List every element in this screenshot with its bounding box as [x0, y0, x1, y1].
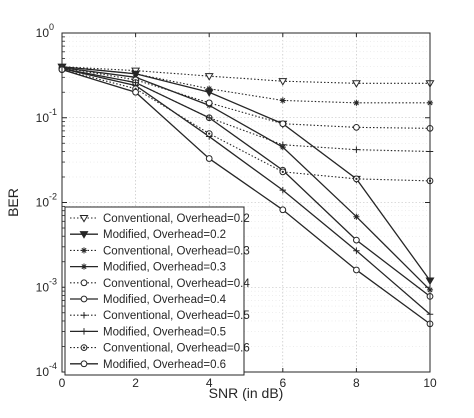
data-point-marker	[279, 206, 287, 214]
data-point-marker	[132, 88, 139, 96]
data-point-marker	[353, 99, 360, 106]
y-tick-exponent: -1	[49, 107, 57, 117]
legend-label: Modified, Overhead=0.6	[103, 359, 226, 371]
legend-entry: Modified, Overhead=0.5	[70, 326, 226, 338]
legend-entry: Modified, Overhead=0.2	[70, 229, 226, 241]
series-line	[61, 66, 430, 104]
series-9	[58, 66, 434, 185]
legend-box	[64, 206, 245, 376]
x-tick-label: 0	[59, 376, 66, 390]
x-axis-label: SNR (in dB)	[209, 385, 284, 401]
data-point-marker-dot	[208, 132, 211, 135]
y-tick-exponent: -2	[49, 192, 57, 202]
series-line	[61, 67, 431, 129]
legend-entry: Conventional, Overhead=0.2	[70, 213, 250, 225]
x-tick-label: 2	[132, 376, 139, 390]
data-point-marker	[279, 97, 286, 104]
y-tick-label: 10	[36, 196, 50, 210]
legend: Conventional, Overhead=0.2 Modified, Over…	[64, 206, 250, 376]
data-point-marker	[80, 360, 88, 368]
y-axis-label: BER	[5, 188, 21, 217]
x-tick-label: 10	[423, 376, 437, 390]
data-point-marker	[80, 295, 88, 303]
data-point-marker	[80, 279, 88, 287]
data-point-marker	[205, 114, 213, 121]
data-point-marker	[353, 213, 360, 220]
series-line	[61, 67, 431, 315]
series-line	[61, 66, 431, 281]
series-1	[57, 63, 435, 88]
data-point-marker	[204, 73, 214, 81]
legend-label: Modified, Overhead=0.2	[103, 229, 226, 241]
y-tick-label: 10	[36, 365, 50, 379]
data-point-marker	[279, 141, 287, 149]
data-point-marker	[79, 231, 89, 239]
x-tick-label: 4	[206, 376, 213, 390]
series-7	[58, 65, 434, 155]
data-point-marker	[353, 123, 360, 131]
legend-label: Conventional, Overhead=0.6	[103, 343, 250, 355]
series-10	[58, 66, 434, 328]
data-point-marker-dot	[281, 170, 284, 173]
data-point-marker	[279, 186, 287, 194]
legend-label: Conventional, Overhead=0.4	[103, 278, 250, 290]
legend-label: Modified, Overhead=0.4	[103, 294, 227, 306]
data-point-marker	[80, 247, 88, 254]
y-tick-exponent: -4	[49, 361, 57, 371]
data-point-marker	[79, 214, 89, 223]
series-line	[61, 68, 431, 325]
x-tick-label: 6	[279, 376, 286, 390]
series-line	[61, 67, 431, 291]
legend-label: Conventional, Overhead=0.5	[103, 310, 250, 322]
legend-entry: Conventional, Overhead=0.6	[70, 343, 250, 355]
x-tick-label: 8	[353, 376, 360, 390]
legend-entry: Modified, Overhead=0.3	[70, 262, 226, 274]
y-tick-exponent: 0	[49, 22, 54, 32]
legend-entry: Conventional, Overhead=0.3	[70, 245, 250, 257]
data-point-marker	[279, 120, 287, 128]
series-layer	[57, 63, 435, 328]
data-point-marker	[351, 80, 361, 88]
data-point-marker	[205, 99, 213, 107]
data-point-marker-dot	[82, 346, 86, 349]
legend-label: Conventional, Overhead=0.2	[103, 213, 250, 225]
data-point-marker	[353, 247, 360, 254]
y-tick-label: 10	[36, 26, 50, 40]
data-point-marker	[353, 236, 360, 244]
y-tick-exponent: -3	[49, 276, 57, 286]
legend-entry: Conventional, Overhead=0.5	[70, 310, 250, 322]
series-line	[61, 69, 431, 182]
data-point-marker	[80, 328, 88, 335]
series-line	[61, 67, 431, 297]
y-tick-label: 10	[36, 280, 50, 294]
data-point-marker	[80, 263, 88, 270]
data-point-marker	[278, 78, 288, 86]
legend-entry: Modified, Overhead=0.4	[70, 294, 227, 306]
data-point-marker	[132, 70, 139, 77]
data-point-marker	[205, 155, 213, 162]
data-point-marker	[353, 266, 360, 274]
data-point-marker	[206, 85, 213, 92]
y-tick-label: 10	[36, 111, 50, 125]
data-point-marker	[80, 311, 88, 319]
legend-label: Modified, Overhead=0.5	[103, 326, 226, 338]
data-point-marker-dot	[355, 177, 358, 180]
legend-entry: Modified, Overhead=0.6	[70, 359, 226, 371]
data-point-marker	[353, 146, 360, 153]
legend-label: Modified, Overhead=0.3	[103, 262, 226, 274]
legend-entry: Conventional, Overhead=0.4	[70, 278, 250, 290]
legend-label: Conventional, Overhead=0.3	[103, 245, 250, 257]
